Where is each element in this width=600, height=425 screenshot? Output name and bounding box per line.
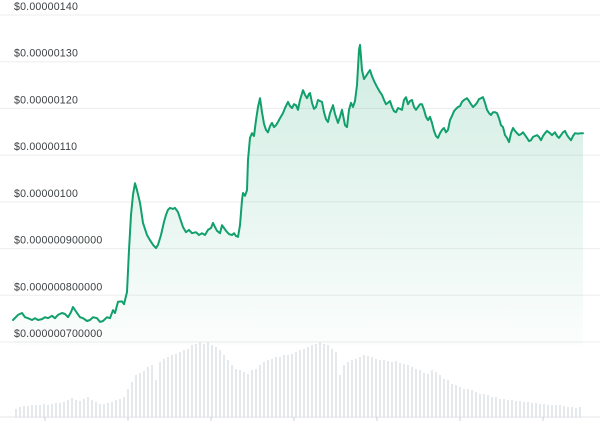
y-axis-label: $0.00000110 [14, 141, 77, 153]
y-axis-label: $0.00000120 [14, 94, 78, 106]
price-area-fill [13, 44, 583, 346]
price-line [12, 43, 584, 323]
price-polyline [12, 43, 584, 323]
x-axis-ticks [44, 417, 544, 421]
y-axis-label: $0.000000800000 [14, 281, 102, 293]
y-axis-labels: $0.00000140 $0.00000130 $0.00000120 $0.0000… [14, 1, 102, 340]
y-axis-label: $0.000000700000 [14, 328, 102, 340]
y-axis-label: $0.000000900000 [14, 235, 102, 247]
y-axis-label: $0.00000130 [14, 48, 78, 60]
y-axis-label: $0.00000100 [14, 188, 78, 200]
volume-bars [15, 342, 581, 418]
y-axis-label: $0.00000140 [14, 1, 78, 13]
price-area [13, 44, 583, 346]
